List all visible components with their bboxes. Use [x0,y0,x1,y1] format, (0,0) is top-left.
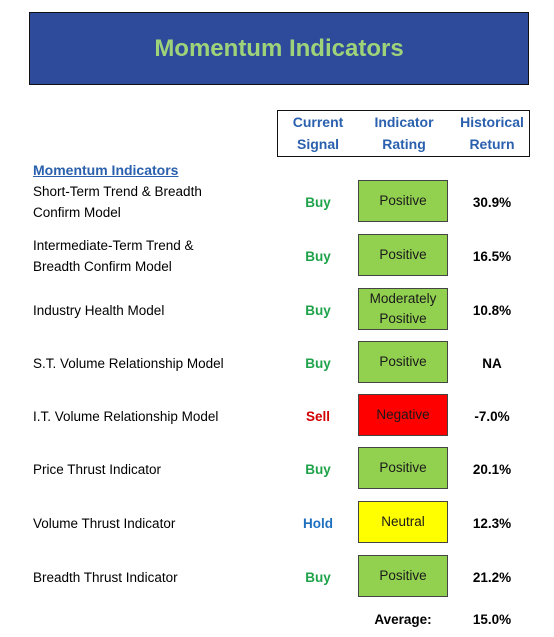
current-signal: Hold [303,515,333,531]
historical-return: 20.1% [472,461,512,477]
table-row: Intermediate-Term Trend & Breadth Confirm… [0,234,554,278]
indicator-name-text: Industry Health Model [33,300,164,321]
indicator-name-line: Industry Health Model [33,302,165,318]
indicator-rating-text: Positive [379,245,426,265]
indicator-name-line: Price Thrust Indicator [33,461,162,477]
indicator-name: Volume Thrust Indicator [33,501,263,545]
header-line: Indicator [374,114,434,130]
rating-line: Moderately [369,291,437,306]
rating-line: Negative [376,407,430,422]
rating-line: Positive [379,354,427,369]
indicator-rating-text: Moderately Positive [370,289,437,329]
indicator-name: Breadth Thrust Indicator [33,555,263,599]
indicator-name: Intermediate-Term Trend & Breadth Confirm… [33,234,263,278]
historical-return: 10.8% [472,302,512,318]
indicator-name-line: I.T. Volume Relationship Model [33,408,219,424]
indicator-name-text: I.T. Volume Relationship Model [33,406,218,427]
indicator-rating-text: Positive [379,458,426,478]
indicator-rating-cell: Positive [358,555,448,597]
header-line: Rating [382,136,426,152]
current-signal: Sell [305,408,330,424]
page-title: Momentum Indicators [154,34,404,62]
table-row: Short-Term Trend & Breadth Confirm Model B… [0,180,554,224]
column-header-box: Current Signal Indicator Rating Historic… [277,110,530,157]
rating-line: Positive [379,460,427,475]
indicator-name-line: Confirm Model [33,205,121,220]
indicator-name-line: Intermediate-Term Trend & [33,238,194,253]
current-signal: Buy [305,355,331,371]
header-line: Signal [296,136,339,152]
indicator-rating-text: Positive [379,191,426,211]
indicator-name-line: Short-Term Trend & Breadth [33,184,202,199]
indicator-name: Industry Health Model [33,288,263,332]
indicator-rating-cell: Positive [358,341,448,383]
current-signal: Buy [305,302,331,318]
table-row: S.T. Volume Relationship Model Buy Positiv… [0,341,554,385]
rating-line: Neutral [381,514,425,529]
historical-return: 21.2% [472,569,512,585]
indicator-name-line: Breadth Thrust Indicator [33,569,178,585]
current-signal: Buy [305,248,331,264]
rating-line: Positive [379,311,427,326]
header-indicator-rating: Indicator Rating [358,111,450,155]
rating-line: Positive [379,568,427,583]
indicator-rating-cell: Negative [358,394,448,436]
historical-return: NA [482,355,502,371]
title-banner: Momentum Indicators [29,12,529,85]
header-historical-return: Historical Return [452,111,532,155]
table-row: Volume Thrust Indicator Hold Neutral 12.3% [0,501,554,545]
table-row: I.T. Volume Relationship Model Sell Negati… [0,394,554,438]
indicator-name-text: Intermediate-Term Trend & Breadth Confirm… [33,235,194,277]
historical-return: -7.0% [474,408,510,424]
indicator-name-text: Volume Thrust Indicator [33,513,175,534]
indicator-name: S.T. Volume Relationship Model [33,341,263,385]
indicator-rating-text: Neutral [381,512,425,532]
average-label: Average: [374,612,432,627]
indicator-name: Price Thrust Indicator [33,447,263,491]
indicator-name: I.T. Volume Relationship Model [33,394,263,438]
rating-line: Positive [379,247,427,262]
indicator-name: Short-Term Trend & Breadth Confirm Model [33,180,263,224]
current-signal: Buy [305,461,331,477]
header-line: Return [469,136,515,152]
section-label: Momentum Indicators [33,162,179,178]
indicator-rating-cell: Neutral [358,501,448,543]
indicator-rating-cell: Moderately Positive [358,288,448,330]
indicator-rating-cell: Positive [358,447,448,489]
indicator-name-text: S.T. Volume Relationship Model [33,353,224,374]
rating-line: Positive [379,193,427,208]
current-signal: Buy [305,569,331,585]
historical-return: 12.3% [472,515,512,531]
table-row: Industry Health Model Buy Moderately Positi… [0,288,554,332]
historical-return: 30.9% [472,194,512,210]
average-value: 15.0% [472,612,512,627]
historical-return: 16.5% [472,248,512,264]
indicator-rating-cell: Positive [358,180,448,222]
indicator-name-text: Short-Term Trend & Breadth Confirm Model [33,181,202,223]
indicator-rating-text: Negative [376,405,429,425]
header-line: Historical [460,114,524,130]
table-row: Price Thrust Indicator Buy Positive 20.1% [0,447,554,491]
header-line: Current [292,114,344,130]
table-row: Breadth Thrust Indicator Buy Positive 21.2% [0,555,554,599]
indicator-name-line: Breadth Confirm Model [33,259,172,274]
indicator-name-line: Volume Thrust Indicator [33,515,176,531]
current-signal: Buy [305,194,331,210]
indicator-rating-text: Positive [379,566,426,586]
indicator-name-text: Breadth Thrust Indicator [33,567,178,588]
header-current-signal: Current Signal [280,111,356,155]
indicator-name-line: S.T. Volume Relationship Model [33,355,224,371]
indicator-rating-cell: Positive [358,234,448,276]
indicator-rating-text: Positive [379,352,426,372]
indicator-name-text: Price Thrust Indicator [33,459,161,480]
